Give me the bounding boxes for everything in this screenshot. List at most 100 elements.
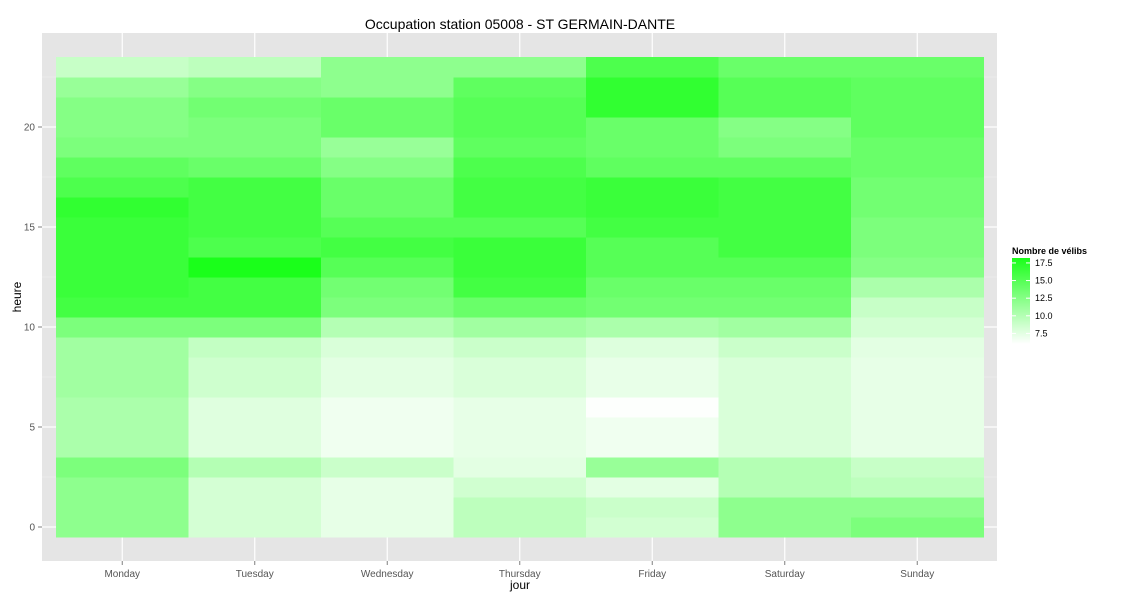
heatmap-cell: [188, 297, 322, 318]
y-tick-label: 0: [29, 523, 35, 534]
heatmap-cell: [453, 357, 587, 378]
heatmap-cell: [851, 497, 984, 518]
heatmap-cell: [851, 117, 984, 138]
heatmap-cell: [851, 317, 984, 338]
heatmap-cell: [56, 317, 189, 338]
heatmap-cell: [453, 277, 587, 298]
heatmap-cell: [453, 57, 587, 78]
heatmap-cell: [321, 217, 454, 238]
heatmap-cell: [851, 57, 984, 78]
heatmap-cell: [56, 357, 189, 378]
heatmap-cell: [188, 77, 322, 98]
heatmap-cell: [321, 297, 454, 318]
heatmap-cell: [586, 497, 719, 518]
y-tick-label: 20: [24, 123, 36, 134]
heatmap-cell: [321, 257, 454, 278]
heatmap-cell: [851, 477, 984, 498]
heatmap-cell: [586, 457, 719, 478]
heatmap-cell: [321, 317, 454, 338]
heatmap-cell: [453, 237, 587, 258]
heatmap-cell: [453, 157, 587, 178]
heatmap-cell: [188, 257, 322, 278]
heatmap-cell: [851, 417, 984, 438]
heatmap-cell: [56, 457, 189, 478]
legend-colorbar: [1012, 258, 1030, 344]
heatmap-cell: [453, 377, 587, 398]
heatmap-cell: [188, 517, 322, 538]
heatmap-cell: [586, 237, 719, 258]
x-tick-label: Friday: [638, 569, 666, 580]
heatmap-cell: [718, 377, 852, 398]
heatmap-cell: [56, 417, 189, 438]
heatmap-cell: [188, 497, 322, 518]
heatmap-cell: [321, 337, 454, 358]
heatmap-cell: [718, 277, 852, 298]
heatmap-cell: [718, 117, 852, 138]
heatmap-cell: [56, 497, 189, 518]
heatmap-cell: [188, 57, 322, 78]
heatmap-cell: [188, 357, 322, 378]
heatmap-cell: [851, 357, 984, 378]
heatmap-cell: [718, 217, 852, 238]
heatmap-cell: [851, 197, 984, 218]
heatmap-cell: [321, 277, 454, 298]
heatmap-cell: [453, 337, 587, 358]
heatmap-cell: [321, 477, 454, 498]
x-tick-label: Monday: [104, 569, 140, 580]
heatmap-cell: [586, 257, 719, 278]
heatmap-cell: [56, 217, 189, 238]
heatmap-cell: [718, 297, 852, 318]
heatmap-cell: [188, 217, 322, 238]
heatmap-cell: [586, 357, 719, 378]
heatmap-cell: [453, 77, 587, 98]
heatmap-cell: [718, 477, 852, 498]
heatmap-cell: [188, 317, 322, 338]
heatmap-cell: [56, 297, 189, 318]
heatmap-cell: [56, 337, 189, 358]
heatmap-cell: [453, 217, 587, 238]
heatmap-cell: [718, 257, 852, 278]
heatmap-cell: [453, 197, 587, 218]
heatmap-cell: [321, 437, 454, 458]
heatmap-cell: [321, 57, 454, 78]
heatmap-cell: [586, 377, 719, 398]
heatmap-cell: [718, 137, 852, 158]
heatmap-cell: [56, 377, 189, 398]
heatmap-cell: [453, 97, 587, 118]
heatmap-cell: [586, 197, 719, 218]
heatmap-cell: [453, 137, 587, 158]
heatmap-cell: [188, 197, 322, 218]
legend-title: Nombre de vélibs: [1012, 246, 1087, 256]
heatmap-cell: [56, 117, 189, 138]
heatmap-cell: [718, 157, 852, 178]
heatmap-cell: [851, 377, 984, 398]
heatmap-cell: [851, 217, 984, 238]
heatmap-cell: [718, 437, 852, 458]
heatmap-cell: [321, 377, 454, 398]
heatmap-cell: [586, 397, 719, 418]
heatmap-cell: [718, 177, 852, 198]
heatmap-cell: [851, 297, 984, 318]
heatmap-cells: [56, 57, 984, 538]
heatmap-cell: [851, 517, 984, 538]
heatmap-cell: [321, 137, 454, 158]
heatmap-cell: [453, 517, 587, 538]
heatmap-cell: [718, 397, 852, 418]
y-axis-title: heure: [10, 281, 24, 312]
heatmap-cell: [321, 177, 454, 198]
y-tick-label: 10: [24, 323, 36, 334]
heatmap-cell: [321, 457, 454, 478]
heatmap-cell: [188, 477, 322, 498]
heatmap-cell: [56, 97, 189, 118]
heatmap-cell: [586, 97, 719, 118]
heatmap-cell: [56, 517, 189, 538]
heatmap-cell: [56, 57, 189, 78]
heatmap-cell: [718, 337, 852, 358]
heatmap-cell: [453, 417, 587, 438]
heatmap-cell: [321, 197, 454, 218]
heatmap-cell: [453, 477, 587, 498]
heatmap-cell: [851, 137, 984, 158]
heatmap-cell: [188, 397, 322, 418]
heatmap-cell: [56, 137, 189, 158]
legend-tick-label: 10.0: [1035, 311, 1053, 321]
